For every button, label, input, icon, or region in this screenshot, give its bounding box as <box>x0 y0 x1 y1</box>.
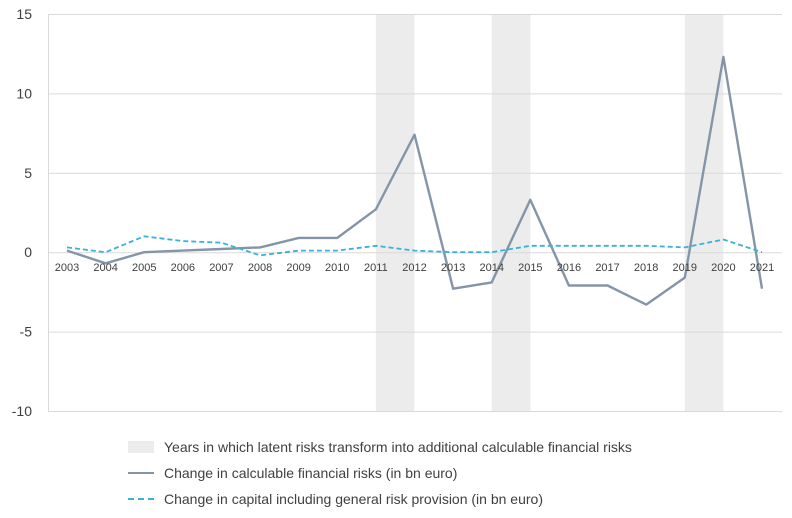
y-tick-label-0: 0 <box>24 244 32 260</box>
legend-item-solid: Change in calculable financial risks (in… <box>128 460 748 486</box>
x-tick-label-2020: 2020 <box>711 262 735 274</box>
x-tick-label-2016: 2016 <box>557 262 581 274</box>
y-tick-label-15: 15 <box>16 6 32 22</box>
x-tick-label-2021: 2021 <box>750 262 774 274</box>
shaded-bands <box>375 14 724 411</box>
y-tick-label--5: -5 <box>20 324 33 340</box>
x-tick-label-2018: 2018 <box>634 262 658 274</box>
legend-swatch-solid <box>128 472 154 474</box>
shaded-band-2011-2012 <box>375 14 415 411</box>
legend: Years in which latent risks transform in… <box>128 434 748 512</box>
y-tick-label--10: -10 <box>12 403 32 419</box>
shaded-band-2019-2020 <box>684 14 724 411</box>
x-tick-label-2017: 2017 <box>595 262 619 274</box>
x-tick-label-2004: 2004 <box>93 262 117 274</box>
x-tick-label-2015: 2015 <box>518 262 542 274</box>
legend-swatch-band <box>128 441 154 453</box>
x-axis-tick-labels: 2003 2004 2005 2006 2007 2008 2009 2010 2011 2012… <box>55 262 774 274</box>
legend-label-solid: Change in calculable financial risks (in… <box>164 465 458 481</box>
gridlines <box>48 14 782 412</box>
x-tick-label-2003: 2003 <box>55 262 79 274</box>
x-tick-label-2008: 2008 <box>248 262 272 274</box>
x-tick-label-2019: 2019 <box>673 262 697 274</box>
x-tick-label-2012: 2012 <box>402 262 426 274</box>
legend-swatch-dashed <box>128 498 154 500</box>
y-tick-label-5: 5 <box>24 165 32 181</box>
line-chart: 15 10 5 0 -5 -10 2003 2004 2005 2006 2007 2008 2009… <box>12 6 782 419</box>
x-tick-label-2014: 2014 <box>479 262 503 274</box>
legend-label-dashed: Change in capital including general risk… <box>164 491 543 507</box>
legend-label-band: Years in which latent risks transform in… <box>164 439 632 455</box>
x-tick-label-2005: 2005 <box>132 262 156 274</box>
legend-item-band: Years in which latent risks transform in… <box>128 434 748 460</box>
x-tick-label-2006: 2006 <box>171 262 195 274</box>
x-tick-label-2011: 2011 <box>364 262 388 274</box>
y-tick-label-10: 10 <box>16 85 32 101</box>
x-tick-label-2009: 2009 <box>286 262 310 274</box>
x-tick-label-2007: 2007 <box>209 262 233 274</box>
series-lines <box>66 55 764 306</box>
legend-item-dashed: Change in capital including general risk… <box>128 486 748 512</box>
y-axis-tick-labels: 15 10 5 0 -5 -10 <box>12 6 32 419</box>
x-tick-label-2013: 2013 <box>441 262 465 274</box>
x-tick-label-2010: 2010 <box>325 262 349 274</box>
